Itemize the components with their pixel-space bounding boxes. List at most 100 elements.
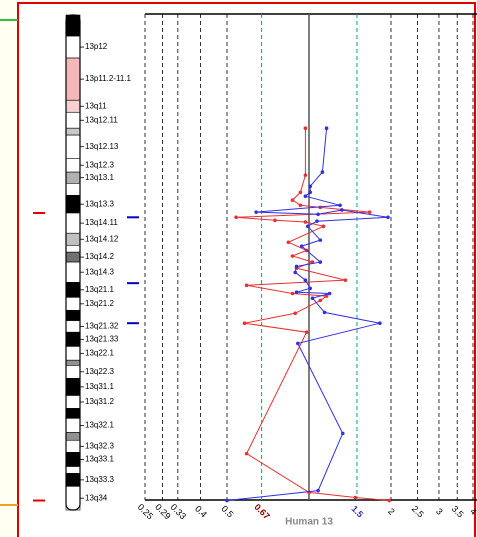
band-label: 13q14.12 xyxy=(85,234,119,243)
ratio-point xyxy=(322,225,326,229)
ratio-point xyxy=(338,203,342,207)
band-label: 13q21.33 xyxy=(85,334,119,343)
band xyxy=(66,365,80,378)
band xyxy=(66,332,80,346)
ratio-point xyxy=(291,254,295,258)
ratio-point xyxy=(243,321,247,325)
band-label: 13p12 xyxy=(85,42,108,51)
band xyxy=(66,172,80,183)
page: Human 13 13p12 13p11.2-11.1 13q11 13q12.11 1… xyxy=(0,0,477,537)
band xyxy=(66,297,80,310)
band xyxy=(66,378,80,395)
ratio-point xyxy=(293,311,297,315)
ratio-point xyxy=(304,126,308,130)
ratio-point xyxy=(287,240,291,244)
ratio-point xyxy=(291,292,295,296)
band-label: 13q12.3 xyxy=(85,160,114,169)
ratio-point xyxy=(296,342,300,346)
ratio-point xyxy=(245,452,249,456)
band-label: 13q21.32 xyxy=(85,322,119,331)
ratio-point xyxy=(300,244,304,248)
ratio-point xyxy=(321,170,325,174)
ratio-point xyxy=(378,321,382,325)
ratio-point xyxy=(325,126,329,130)
band xyxy=(66,467,80,474)
band xyxy=(66,183,80,195)
band-label: 13p11.2-11.1 xyxy=(85,74,132,83)
band xyxy=(66,282,80,297)
band xyxy=(66,158,80,172)
ratio-point xyxy=(316,489,320,493)
ratio-point xyxy=(304,220,308,224)
band xyxy=(66,128,80,135)
band-label: 13q31.2 xyxy=(85,397,114,406)
ratio-point xyxy=(316,212,320,216)
ratio-point xyxy=(234,216,238,220)
band-label: 13q14.3 xyxy=(85,267,114,276)
band-label: 13q12.11 xyxy=(85,115,118,124)
ratio-point xyxy=(318,260,322,264)
band xyxy=(66,418,80,432)
band xyxy=(66,100,80,112)
band-label: 13q31.1 xyxy=(85,382,114,391)
ratio-point xyxy=(386,216,390,220)
chart-title: Human 13 xyxy=(285,517,333,528)
chart: Human 13 13p12 13p11.2-11.1 13q11 13q12.11 1… xyxy=(0,0,477,537)
band xyxy=(66,233,80,245)
band xyxy=(66,440,80,452)
band xyxy=(66,58,80,100)
band-label: 13q21.2 xyxy=(85,299,114,308)
ratio-point xyxy=(341,432,345,436)
ratio-point xyxy=(308,191,312,195)
band xyxy=(66,433,80,441)
band-label: 13q22.3 xyxy=(85,367,114,376)
band xyxy=(66,245,80,252)
ratio-point xyxy=(323,311,327,315)
ratio-point xyxy=(311,296,315,300)
band xyxy=(66,486,80,510)
band-label: 13q14.11 xyxy=(85,218,118,227)
ratio-point xyxy=(340,208,344,212)
ratio-point xyxy=(328,292,332,296)
band xyxy=(66,408,80,418)
band xyxy=(66,252,80,262)
band xyxy=(66,346,80,360)
band-label: 13q12.13 xyxy=(85,142,119,151)
ratio-point xyxy=(291,198,295,202)
ratio-point xyxy=(306,225,310,229)
ratio-point xyxy=(354,496,358,500)
band xyxy=(66,262,80,282)
band xyxy=(66,213,80,233)
ratio-point xyxy=(295,265,299,269)
band-label: 13q13.3 xyxy=(85,199,114,208)
ratio-point xyxy=(273,219,277,223)
band xyxy=(66,195,80,213)
ratio-point xyxy=(368,210,372,214)
ratio-point xyxy=(295,290,299,294)
band xyxy=(66,15,80,36)
ratio-point xyxy=(308,185,312,189)
band xyxy=(66,310,80,320)
ratio-point xyxy=(299,191,303,195)
band xyxy=(66,321,80,333)
ratio-point xyxy=(304,194,308,198)
band xyxy=(66,112,80,128)
band-label: 13q32.1 xyxy=(85,421,114,430)
band xyxy=(66,135,80,158)
ratio-point xyxy=(299,203,303,207)
band-label: 13q34 xyxy=(85,493,108,502)
band xyxy=(66,360,80,365)
band xyxy=(66,473,80,486)
band-label: 13q11 xyxy=(85,101,107,110)
ratio-point xyxy=(344,278,348,282)
band-label: 13q32.3 xyxy=(85,441,114,450)
band xyxy=(66,396,80,409)
band-label: 13q33.3 xyxy=(85,475,114,484)
ratio-point xyxy=(225,499,229,503)
band-label: 13q33.1 xyxy=(85,455,114,464)
ratio-point xyxy=(315,219,319,223)
ratio-point xyxy=(305,330,309,334)
band-label: 13q14.2 xyxy=(85,252,114,261)
ratio-point xyxy=(304,278,308,282)
ratio-point xyxy=(245,284,249,288)
